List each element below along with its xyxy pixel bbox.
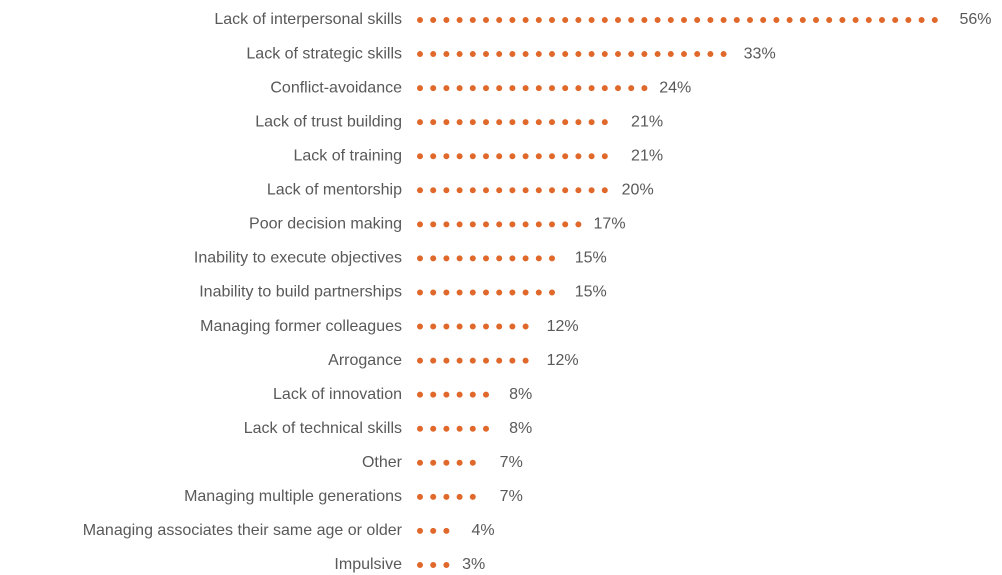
value-label: 15% [575,250,607,267]
category-label: Managing former colleagues [200,318,402,335]
category-label: Poor decision making [249,216,402,233]
category-label: Arrogance [328,352,402,369]
value-label: 56% [959,11,991,28]
category-label: Conflict-avoidance [270,79,402,96]
value-label: 4% [472,522,495,539]
category-label: Lack of innovation [273,386,402,403]
value-label: 17% [594,216,626,233]
category-label: Lack of mentorship [267,182,402,199]
category-label: Lack of technical skills [244,420,402,437]
value-label: 7% [500,454,523,471]
category-label: Managing associates their same age or ol… [83,522,403,539]
category-label: Lack of training [293,147,402,164]
value-label: 20% [622,182,654,199]
category-label: Inability to build partnerships [199,284,402,301]
value-label: 12% [547,318,579,335]
value-label: 7% [500,488,523,505]
value-label: 21% [631,113,663,130]
category-label: Managing multiple generations [184,488,402,505]
category-label: Impulsive [334,556,402,573]
value-label: 12% [547,352,579,369]
value-label: 8% [509,420,532,437]
category-label: Inability to execute objectives [194,250,402,267]
value-label: 21% [631,147,663,164]
category-label: Lack of interpersonal skills [214,11,402,28]
value-label: 3% [462,556,485,573]
value-label: 8% [509,386,532,403]
category-label: Other [362,454,403,471]
value-label: 33% [744,45,776,62]
category-label: Lack of strategic skills [246,45,402,62]
value-label: 24% [659,79,691,96]
value-label: 15% [575,284,607,301]
category-label: Lack of trust building [255,113,402,130]
